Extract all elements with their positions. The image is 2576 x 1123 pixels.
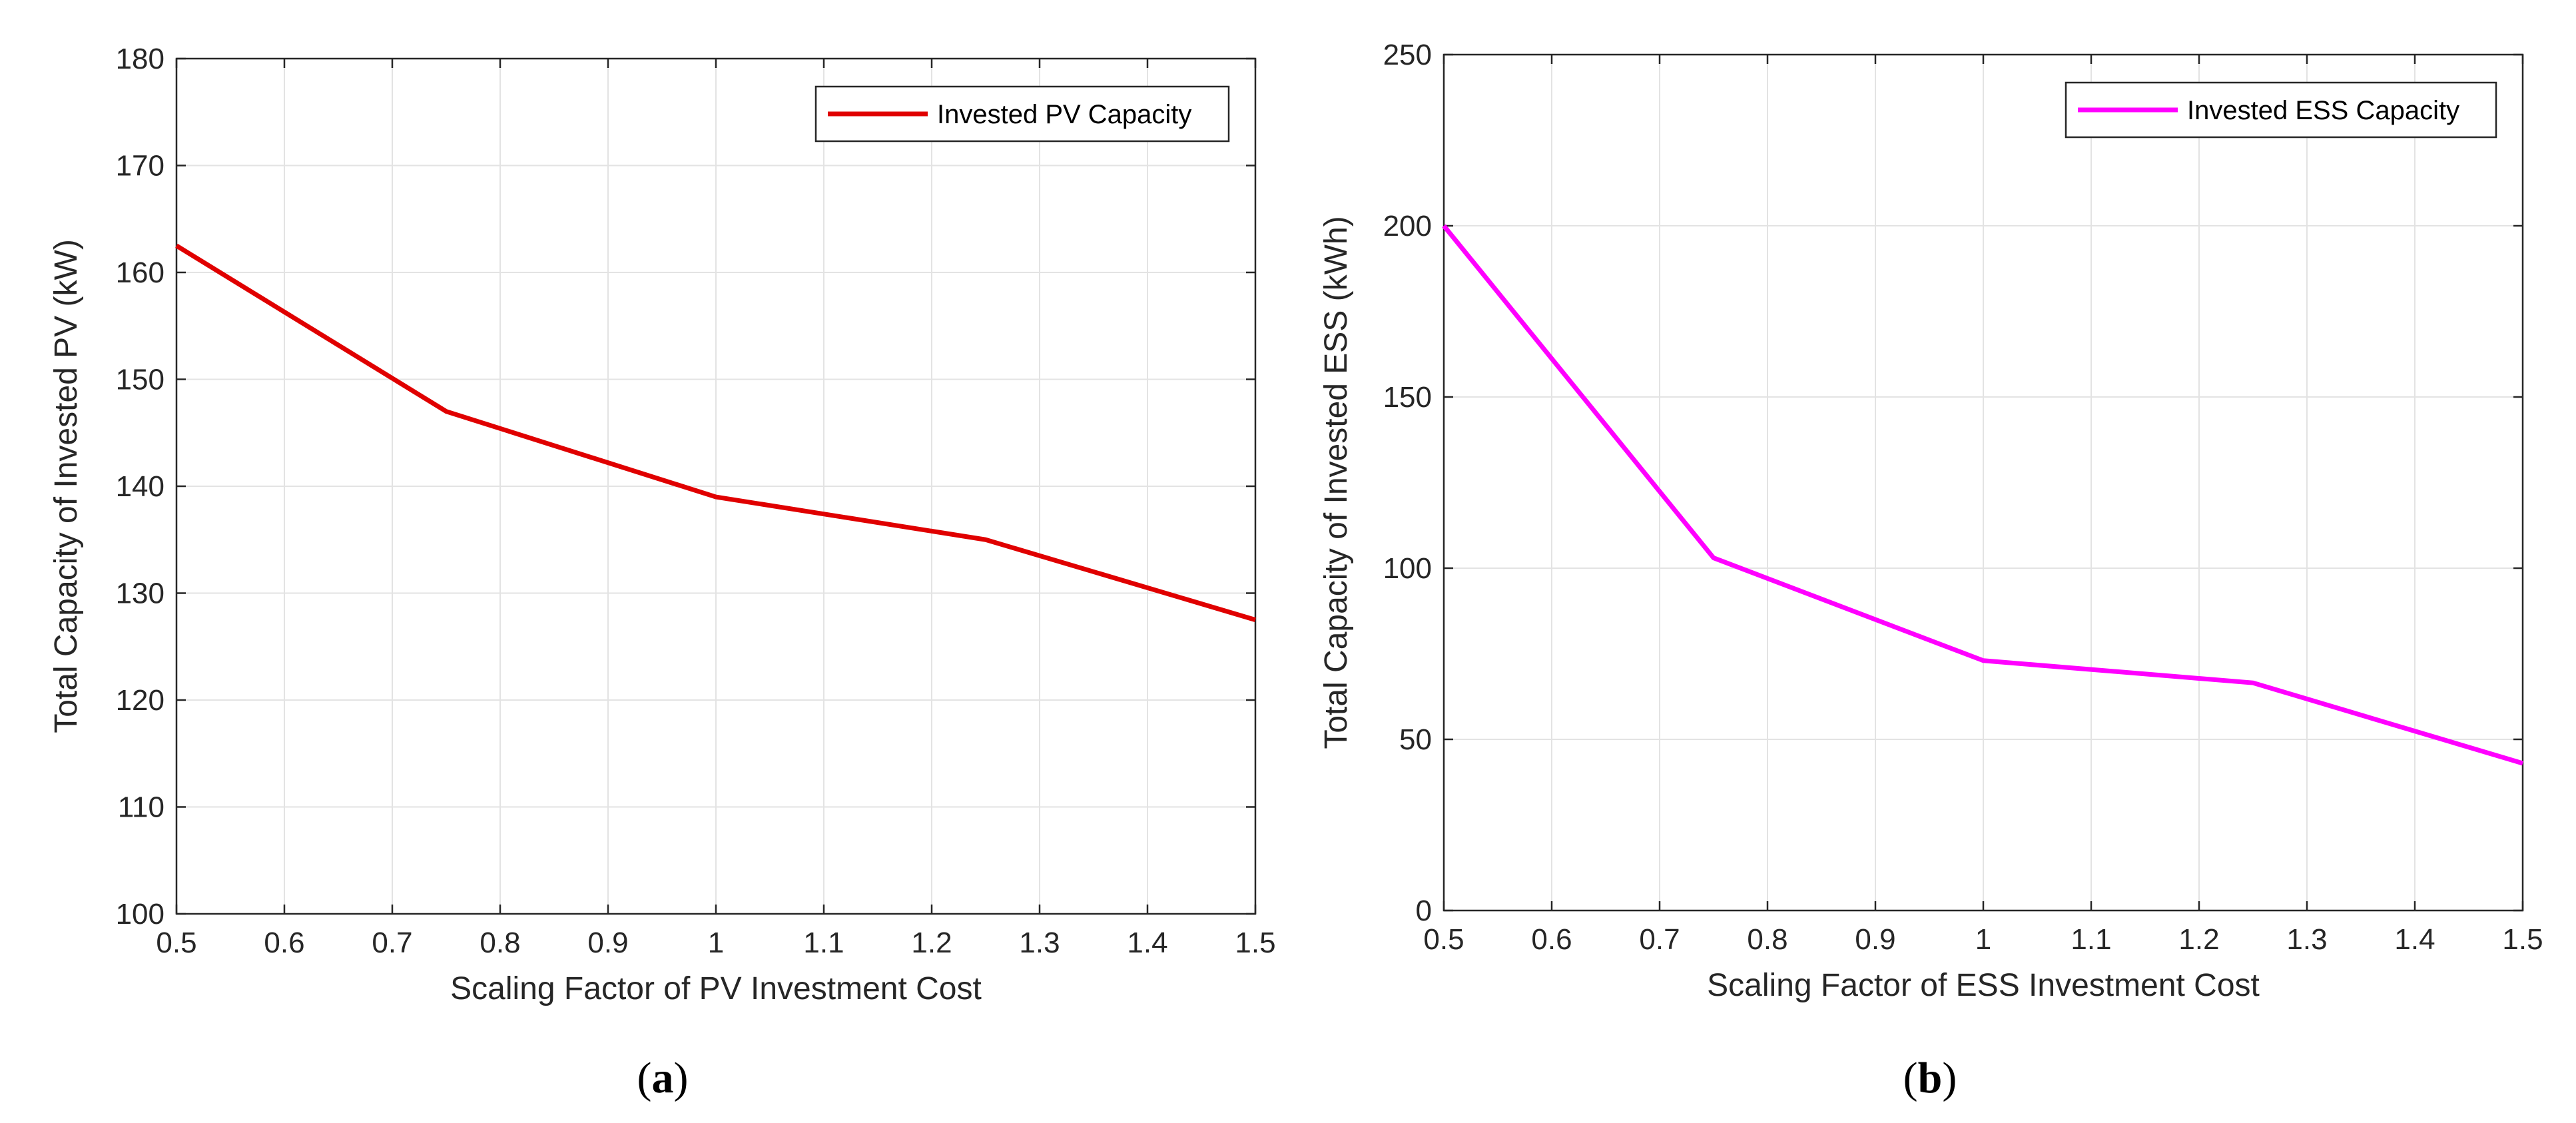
chart-a-x-axis-label: Scaling Factor of PV Investment Cost <box>450 971 982 1006</box>
chart-b-y-axis-label: Total Capacity of Invested ESS (kWh) <box>1319 216 1354 749</box>
chart-b-x-tick-label: 0.5 <box>1423 923 1464 956</box>
chart-b-y-tick-labels: 0 50 100 150 200 250 <box>1383 39 1432 927</box>
chart-b-x-tick-label: 1.4 <box>2394 923 2435 956</box>
chart-a-panel-label: (a) <box>637 1054 689 1102</box>
chart-a-x-tick-label: 1.2 <box>911 927 952 959</box>
chart-a-legend: Invested PV Capacity <box>814 85 1230 143</box>
chart-b-tickmarks <box>1443 53 2524 912</box>
chart-a-y-tick-label: 100 <box>116 898 164 931</box>
chart-a-x-tick-label: 0.9 <box>587 927 628 959</box>
chart-a-x-tick-label: 1.4 <box>1127 927 1167 959</box>
chart-b-grid <box>1443 54 2523 911</box>
chart-a-x-tick-label: 1.1 <box>803 927 844 959</box>
chart-a-panel-letter: a <box>652 1054 674 1102</box>
chart-a-y-tick-label: 150 <box>116 364 164 396</box>
chart-a-y-axis-label: Total Capacity of Invested PV (kW) <box>49 239 84 733</box>
chart-b-y-tick-label: 50 <box>1399 723 1432 756</box>
chart-b-x-tick-label: 0.8 <box>1747 923 1787 956</box>
chart-b-panel-letter: b <box>1918 1054 1943 1102</box>
chart-a-y-tick-label: 160 <box>116 256 164 289</box>
chart-b-y-tick-label: 250 <box>1383 39 1432 71</box>
chart-a-y-tick-label: 140 <box>116 470 164 503</box>
chart-b-x-tick-label: 0.6 <box>1531 923 1572 956</box>
chart-a-y-tick-labels: 100 110 120 130 140 150 160 170 180 <box>116 43 164 931</box>
chart-b-legend: Invested ESS Capacity <box>2065 81 2497 139</box>
chart-a-x-tick-label: 0.5 <box>156 927 196 959</box>
chart-a-y-tick-label: 110 <box>118 791 164 824</box>
chart-b-x-tick-label: 1.5 <box>2502 923 2543 956</box>
chart-b-panel-label: (b) <box>1903 1054 1957 1102</box>
chart-b-x-tick-label: 0.9 <box>1855 923 1895 956</box>
chart-a-x-tick-label: 1.3 <box>1019 927 1060 959</box>
chart-a: 0.5 0.6 0.7 0.8 0.9 1 1.1 1.2 1.3 1.4 1.5 100 110 12… <box>49 43 1276 1102</box>
chart-b-x-tick-labels: 0.5 0.6 0.7 0.8 0.9 1 1.1 1.2 1.3 1.4 1.5 <box>1423 923 2543 956</box>
chart-a-x-tick-label: 0.7 <box>372 927 412 959</box>
chart-b-x-tick-label: 1.1 <box>2071 923 2111 956</box>
chart-b: 0.5 0.6 0.7 0.8 0.9 1 1.1 1.2 1.3 1.4 1.5 0 50 100 15… <box>1319 39 2543 1102</box>
chart-b-x-tick-label: 1 <box>1975 923 1991 956</box>
chart-a-x-tick-label: 0.8 <box>480 927 520 959</box>
chart-b-y-tick-label: 150 <box>1383 381 1432 414</box>
chart-b-x-tick-label: 1.3 <box>2286 923 2327 956</box>
chart-a-y-tick-label: 170 <box>116 150 164 183</box>
chart-b-x-tick-label: 0.7 <box>1639 923 1680 956</box>
chart-a-x-tick-label: 0.6 <box>264 927 304 959</box>
chart-b-x-tick-label: 1.2 <box>2178 923 2219 956</box>
chart-b-x-axis-label: Scaling Factor of ESS Investment Cost <box>1707 968 2260 1003</box>
chart-a-tickmarks <box>175 57 1257 915</box>
chart-b-y-tick-label: 0 <box>1416 895 1432 927</box>
chart-b-y-tick-label: 200 <box>1383 210 1432 242</box>
chart-a-grid <box>176 58 1256 915</box>
chart-b-legend-label: Invested ESS Capacity <box>2187 96 2459 125</box>
chart-a-x-tick-label: 1 <box>708 927 724 959</box>
chart-b-series-line <box>1442 224 2524 766</box>
chart-a-y-tick-label: 180 <box>116 43 164 75</box>
chart-a-x-tick-labels: 0.5 0.6 0.7 0.8 0.9 1 1.1 1.2 1.3 1.4 1.5 <box>156 927 1275 959</box>
chart-a-series-line <box>175 243 1256 622</box>
chart-a-y-tick-label: 120 <box>116 684 164 717</box>
chart-a-legend-label: Invested PV Capacity <box>937 100 1191 129</box>
chart-a-x-tick-label: 1.5 <box>1235 927 1275 959</box>
chart-a-y-tick-label: 130 <box>116 577 164 610</box>
chart-b-y-tick-label: 100 <box>1383 552 1432 585</box>
